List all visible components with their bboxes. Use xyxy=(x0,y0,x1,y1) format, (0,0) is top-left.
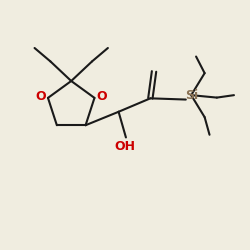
Text: OH: OH xyxy=(114,140,135,153)
Text: Si: Si xyxy=(185,89,198,102)
Text: O: O xyxy=(36,90,46,103)
Text: O: O xyxy=(96,90,107,103)
